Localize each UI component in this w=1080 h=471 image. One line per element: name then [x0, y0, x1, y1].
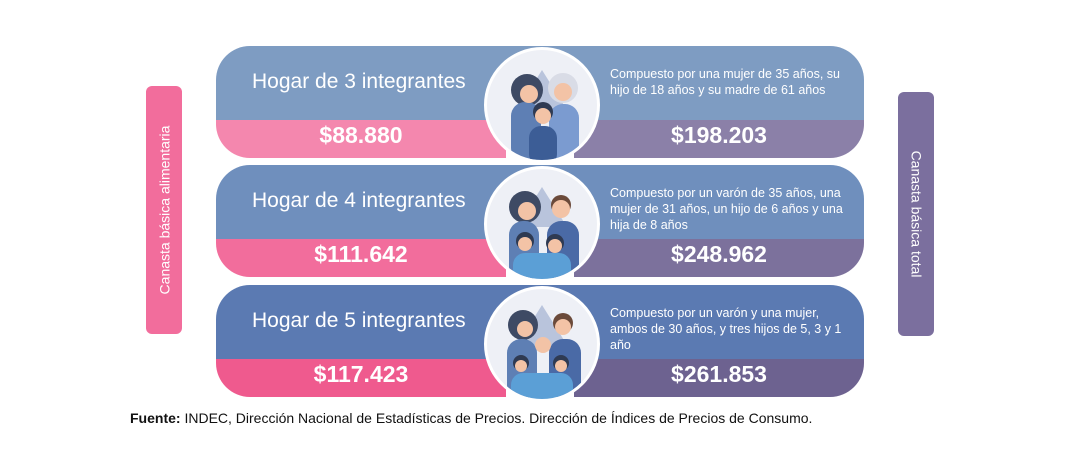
cbt-band	[574, 120, 864, 158]
household-card-5: Hogar de 5 integrantes Compuesto por un …	[216, 285, 864, 402]
cbt-value: $198.203	[671, 122, 767, 148]
household-title: Hogar de 4 integrantes	[252, 189, 466, 212]
household-description: Compuesto por un varón de 35 años, una m…	[610, 186, 843, 232]
cbt-band	[574, 239, 864, 277]
side-label-cbt: Canasta básica total	[908, 150, 925, 278]
household-title: Hogar de 3 integrantes	[252, 70, 466, 93]
source-label: Fuente:	[130, 410, 181, 426]
family-5-icon	[484, 286, 600, 402]
cbt-value: $248.962	[671, 241, 767, 267]
cba-band	[216, 359, 506, 397]
cba-value: $111.642	[314, 241, 408, 267]
household-card-4: Hogar de 4 integrantes Compuesto por un …	[216, 165, 864, 282]
side-label-cba: Canasta básica alimentaria	[156, 125, 172, 295]
cba-band	[216, 239, 506, 277]
household-title: Hogar de 5 integrantes	[252, 309, 466, 332]
household-description: Compuesto por una mujer de 35 años, su h…	[610, 67, 840, 97]
source-note: Fuente: INDEC, Dirección Nacional de Est…	[130, 410, 812, 426]
household-card-3: Hogar de 3 integrantes Compuesto por una…	[216, 46, 864, 163]
side-tab-cba: Canasta básica alimentaria	[146, 86, 182, 334]
cbt-band	[574, 359, 864, 397]
family-4-icon	[484, 166, 600, 282]
cba-band	[216, 120, 506, 158]
cbt-value: $261.853	[671, 361, 767, 387]
side-tab-cbt: Canasta básica total	[898, 92, 934, 336]
source-text: INDEC, Dirección Nacional de Estadística…	[184, 410, 813, 426]
cba-value: $117.423	[313, 361, 409, 387]
family-3-icon	[484, 47, 600, 163]
cba-value: $88.880	[319, 122, 403, 148]
household-description: Compuesto por un varón y una mujer, ambo…	[610, 306, 842, 352]
